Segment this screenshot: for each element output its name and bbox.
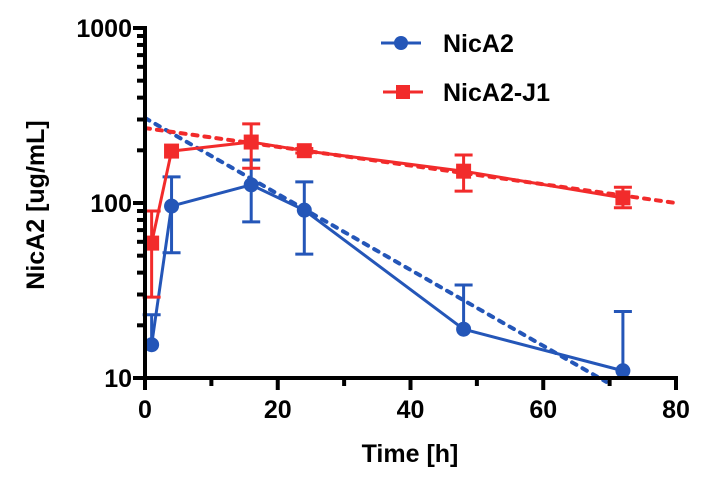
series-nica2 bbox=[142, 158, 632, 379]
data-point bbox=[164, 198, 180, 214]
series-nica2-j1 bbox=[142, 122, 632, 299]
series-line bbox=[150, 183, 624, 373]
x-tick-label: 0 bbox=[138, 396, 152, 424]
legend-label-nica2: NicA2 bbox=[443, 30, 514, 58]
axes: 0 20 40 60 80 10 100 1000 bbox=[76, 15, 690, 424]
x-tick-label: 60 bbox=[529, 396, 557, 424]
y-tick-label: 100 bbox=[90, 190, 132, 218]
x-tick-label: 40 bbox=[397, 396, 425, 424]
x-tick-label: 80 bbox=[662, 396, 690, 424]
fit-line-nica2 bbox=[143, 115, 609, 384]
data-point bbox=[164, 143, 180, 159]
legend-marker-nica2-j1 bbox=[396, 85, 410, 99]
data-point bbox=[144, 337, 160, 353]
data-point bbox=[456, 321, 472, 337]
data-point bbox=[615, 363, 631, 379]
data-point bbox=[243, 177, 259, 193]
legend: NicA2 NicA2-J1 bbox=[381, 30, 550, 107]
data-point bbox=[615, 190, 631, 206]
data-point bbox=[296, 202, 312, 218]
x-axis-title: Time [h] bbox=[362, 440, 459, 468]
legend-label-nica2-j1: NicA2-J1 bbox=[443, 79, 550, 107]
series-line bbox=[150, 140, 624, 244]
data-point bbox=[144, 235, 160, 251]
y-axis-title: NicA2 [ug/mL] bbox=[22, 120, 50, 289]
legend-item-nica2: NicA2 bbox=[381, 30, 514, 58]
legend-marker-nica2 bbox=[394, 36, 408, 50]
data-point bbox=[243, 134, 259, 150]
y-tick-label: 1000 bbox=[76, 15, 132, 43]
x-tick-label: 20 bbox=[264, 396, 292, 424]
fit-lines bbox=[143, 115, 678, 384]
y-tick-label: 10 bbox=[104, 365, 132, 393]
series-group bbox=[142, 122, 632, 379]
legend-item-nica2-j1: NicA2-J1 bbox=[383, 79, 550, 107]
data-point bbox=[456, 163, 472, 179]
data-point bbox=[296, 143, 312, 159]
